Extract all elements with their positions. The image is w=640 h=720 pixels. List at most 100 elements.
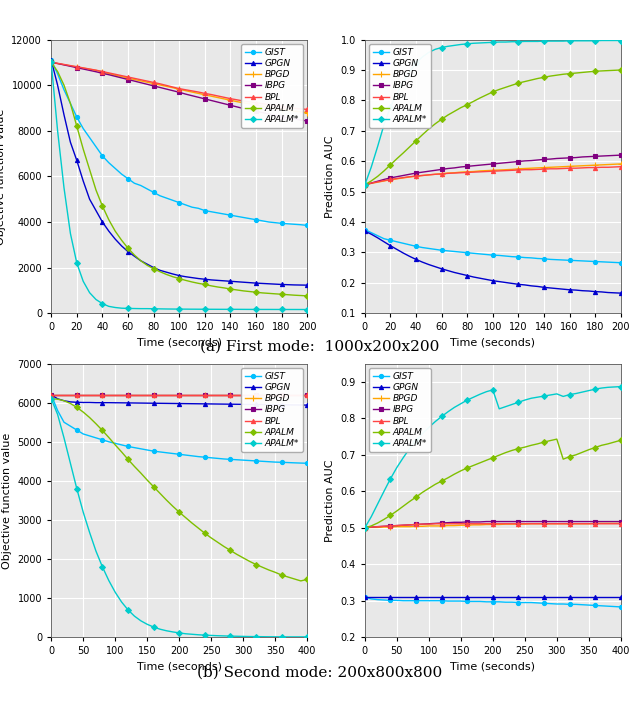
BPGD	[227, 390, 234, 399]
Line: APALM: APALM	[363, 68, 623, 187]
GIST	[463, 597, 471, 606]
APALM	[579, 68, 586, 77]
GIST	[246, 456, 253, 465]
Line: IBPG: IBPG	[49, 60, 309, 123]
APALM*	[399, 454, 407, 462]
GPGN	[476, 274, 484, 282]
BPL	[79, 390, 87, 399]
BPGD	[252, 390, 260, 399]
GPGN	[246, 400, 253, 409]
APALM	[201, 529, 209, 538]
APALM	[259, 289, 266, 297]
BPL	[182, 86, 189, 94]
BPGD	[73, 390, 81, 399]
GPGN	[444, 266, 452, 275]
APALM*	[265, 632, 273, 641]
GIST	[169, 196, 177, 204]
APALM*	[278, 633, 285, 642]
GPGN	[131, 399, 138, 408]
GPGN	[495, 593, 503, 601]
APALM*	[387, 103, 394, 112]
GPGN	[278, 400, 285, 409]
APALM*	[297, 305, 305, 314]
GIST	[252, 215, 260, 224]
BPL	[470, 519, 477, 528]
APALM*	[284, 633, 292, 642]
IBPG	[617, 150, 625, 159]
BPGD	[508, 520, 516, 528]
GIST	[393, 596, 401, 605]
APALM*	[207, 305, 215, 314]
GIST	[214, 454, 221, 463]
IBPG	[169, 86, 177, 95]
IBPG	[124, 75, 132, 84]
BPGD	[393, 174, 401, 183]
BPL	[47, 390, 55, 399]
GPGN	[380, 593, 388, 601]
GPGN	[412, 593, 420, 601]
GIST	[438, 596, 445, 605]
BPL	[419, 520, 426, 528]
GIST	[284, 220, 292, 228]
APALM*	[303, 305, 311, 314]
APALM	[419, 130, 426, 139]
APALM*	[67, 459, 74, 467]
IBPG	[540, 517, 548, 526]
IBPG	[86, 390, 93, 399]
BPL	[175, 390, 183, 399]
APALM*	[163, 305, 170, 313]
APALM*	[143, 305, 151, 313]
GPGN	[457, 270, 465, 279]
IBPG	[553, 154, 561, 163]
BPL	[617, 162, 625, 171]
BPGD	[515, 164, 522, 173]
BPGD	[111, 71, 119, 79]
GIST	[431, 245, 439, 253]
GPGN	[47, 390, 55, 399]
BPL	[367, 179, 375, 187]
APALM*	[374, 500, 381, 508]
GPGN	[399, 593, 407, 601]
APALM	[163, 495, 170, 504]
APALM	[559, 455, 567, 464]
GIST	[553, 600, 561, 608]
IBPG	[451, 163, 458, 172]
APALM*	[393, 89, 401, 98]
APALM*	[246, 632, 253, 641]
APALM*	[169, 628, 177, 636]
GIST	[60, 86, 68, 94]
GIST	[79, 430, 87, 438]
BPGD	[534, 519, 541, 528]
BPL	[476, 519, 484, 528]
GPGN	[393, 245, 401, 253]
BPGD	[387, 176, 394, 184]
BPL	[463, 519, 471, 528]
BPGD	[367, 179, 375, 188]
GPGN	[291, 400, 298, 409]
APALM*	[521, 37, 529, 46]
BPL	[207, 390, 215, 399]
BPGD	[451, 521, 458, 530]
BPGD	[252, 101, 260, 109]
Line: GPGN: GPGN	[49, 58, 309, 287]
GIST	[278, 458, 285, 467]
GIST	[534, 598, 541, 607]
APALM	[105, 215, 113, 224]
APALM*	[99, 562, 106, 571]
IBPG	[611, 151, 618, 160]
APALM	[124, 455, 132, 464]
GPGN	[163, 268, 170, 276]
APALM	[92, 420, 100, 428]
IBPG	[585, 153, 593, 161]
APALM	[463, 100, 471, 109]
BPL	[617, 519, 625, 528]
APALM	[163, 270, 170, 279]
APALM	[566, 452, 573, 461]
Y-axis label: Prediction AUC: Prediction AUC	[325, 459, 335, 541]
APALM*	[431, 418, 439, 426]
IBPG	[143, 80, 151, 89]
APALM	[508, 81, 516, 89]
Line: GPGN: GPGN	[363, 595, 623, 599]
GPGN	[220, 400, 228, 408]
BPGD	[54, 59, 61, 68]
